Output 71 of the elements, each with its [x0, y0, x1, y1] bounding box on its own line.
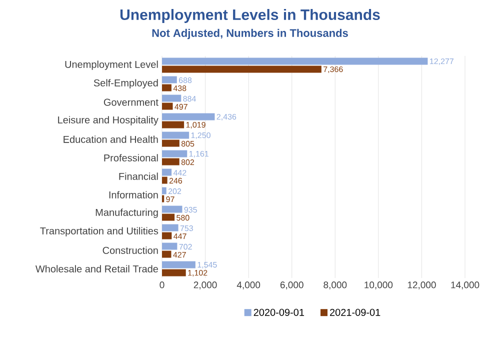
bar — [162, 269, 186, 276]
y-tick-label: Unemployment Level — [65, 60, 158, 70]
y-tick-label: Construction — [102, 246, 158, 254]
data-label: 202 — [168, 188, 182, 194]
bar — [162, 250, 172, 258]
legend-label: 2021-09-01 — [330, 308, 380, 316]
chart-subtitle: Not Adjusted, Numbers in Thousands — [152, 28, 348, 40]
data-label: 935 — [184, 206, 197, 213]
bar — [162, 187, 166, 194]
y-tick-label: Wholesale and Retail Trade — [35, 265, 158, 272]
bar — [162, 232, 172, 240]
data-label: 753 — [180, 225, 193, 232]
data-label: 702 — [179, 244, 192, 250]
bar — [162, 242, 178, 250]
data-label: 1,161 — [189, 150, 208, 158]
y-tick-label: Leisure and Hospitality — [58, 116, 158, 126]
data-label: 97 — [166, 196, 174, 202]
bar — [162, 214, 175, 221]
y-tick-label: Information — [109, 191, 158, 198]
data-label: 12,277 — [430, 58, 454, 66]
data-label: 438 — [173, 85, 186, 92]
bar — [162, 132, 190, 139]
data-label: 1,019 — [186, 122, 206, 129]
bar — [162, 206, 182, 213]
bar — [162, 168, 172, 176]
bar — [162, 224, 178, 232]
bar — [162, 58, 428, 65]
bar — [162, 102, 173, 110]
x-tick-label: 6,000 — [280, 282, 304, 290]
bar — [162, 94, 182, 102]
data-label: 2,436 — [216, 114, 236, 121]
y-tick-label: Manufacturing — [96, 208, 158, 218]
x-tick-label: 12,000 — [408, 282, 436, 290]
x-tick-label: 0 — [160, 282, 164, 288]
bar — [162, 113, 215, 120]
bar — [162, 150, 188, 158]
bar — [162, 76, 177, 84]
chart-title: Unemployment Levels in Thousands — [120, 9, 380, 23]
data-label: 1,102 — [188, 270, 208, 277]
data-label: 497 — [174, 104, 188, 110]
y-tick-label: Government — [104, 98, 158, 106]
y-tick-label: Education and Health — [64, 136, 158, 143]
data-label: 447 — [174, 234, 186, 240]
data-label: 580 — [176, 214, 190, 221]
data-label: 246 — [169, 178, 182, 184]
data-label: 688 — [179, 77, 192, 84]
x-tick-label: 10,000 — [364, 282, 393, 290]
data-label: 1,545 — [198, 262, 217, 269]
x-tick-label: 8,000 — [324, 282, 347, 290]
bar — [162, 158, 180, 166]
x-tick-label: 4,000 — [236, 282, 260, 290]
bar — [162, 84, 172, 92]
bar — [162, 176, 168, 184]
data-label: 802 — [181, 159, 194, 166]
y-tick-label: Transportation and Utilities — [40, 227, 158, 236]
bar — [162, 121, 184, 128]
data-label: 427 — [173, 252, 186, 258]
data-label: 805 — [181, 140, 194, 147]
x-tick-label: 14,000 — [451, 282, 480, 290]
data-label: 884 — [183, 96, 196, 102]
bar — [162, 261, 196, 268]
y-tick-label: Professional — [104, 154, 158, 162]
legend-label: 2020-09-01 — [254, 308, 304, 316]
data-label: 7,366 — [324, 66, 343, 74]
data-label: 442 — [173, 170, 186, 176]
data-label: 1,250 — [191, 132, 210, 140]
y-tick-label: Self-Employed — [94, 79, 158, 88]
bar — [162, 140, 180, 147]
x-tick-label: 2,000 — [194, 282, 217, 290]
y-tick-label: Financial — [119, 172, 158, 180]
bar — [162, 66, 322, 73]
